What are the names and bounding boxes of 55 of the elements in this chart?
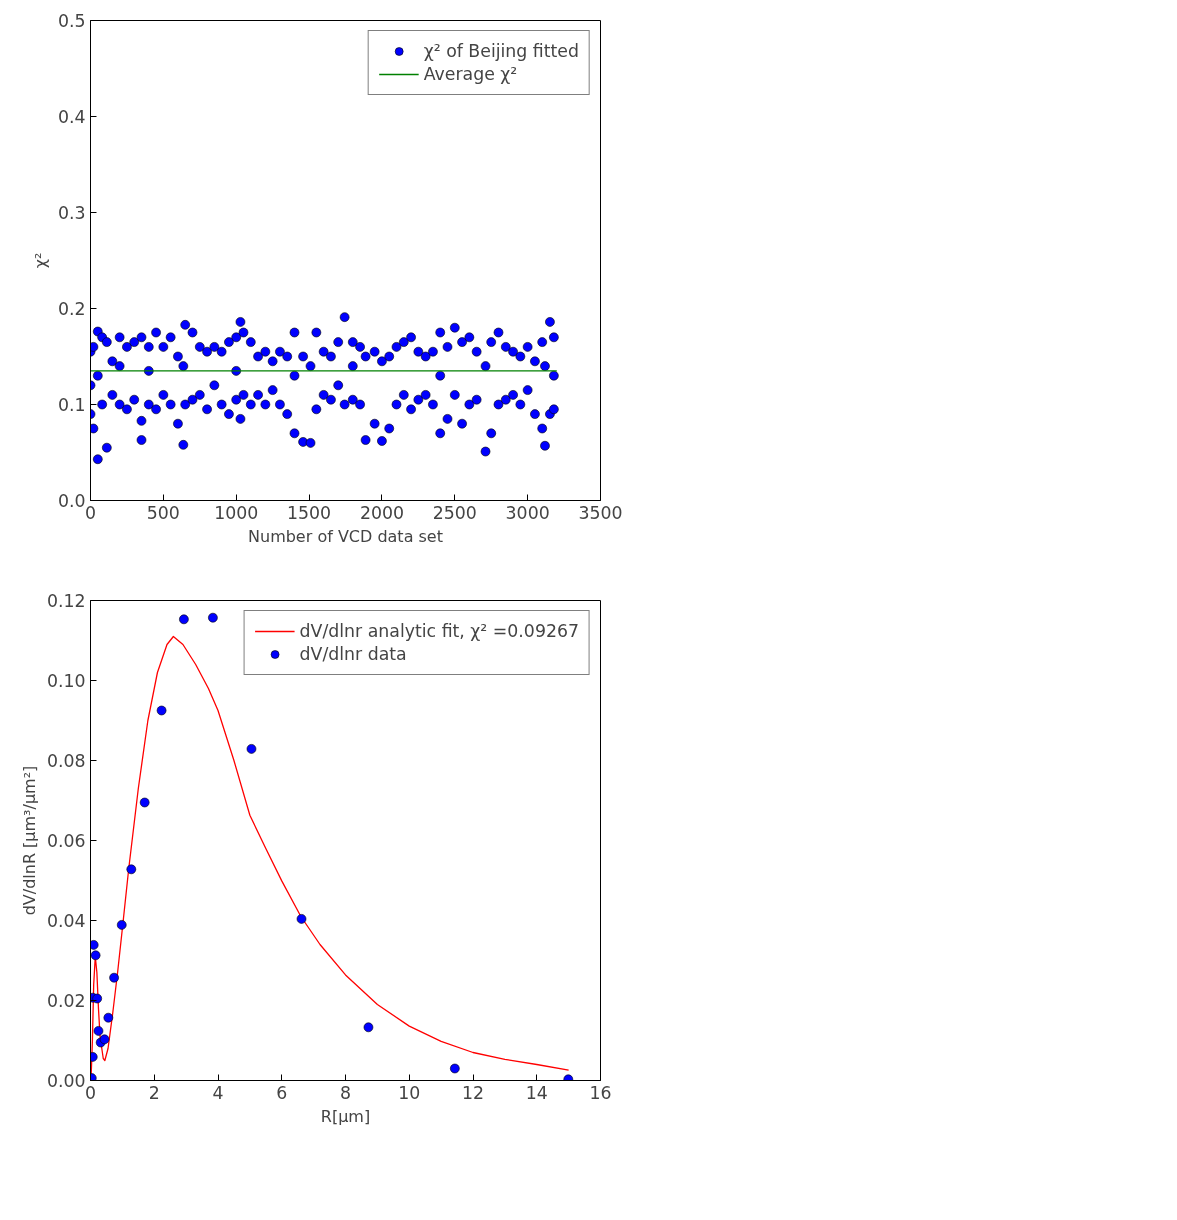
y-tick-label: 0.12 bbox=[46, 591, 86, 611]
x-tick-label: 16 bbox=[589, 1082, 612, 1103]
point bbox=[99, 1034, 110, 1045]
x-tick-label: 10 bbox=[398, 1082, 421, 1103]
x-tick-label: 6 bbox=[276, 1082, 288, 1103]
point bbox=[116, 920, 127, 930]
y-axis-title: dV/dlnR [μm³/μm²] bbox=[19, 765, 39, 916]
point bbox=[126, 864, 137, 875]
legend-label: χ² of Beijing fitted bbox=[423, 41, 579, 61]
x-tick-label: 4 bbox=[212, 1082, 224, 1103]
y-tick-label: 0.04 bbox=[46, 911, 86, 931]
x-tick-label: 0 bbox=[84, 502, 97, 523]
point bbox=[363, 1022, 374, 1033]
y-tick-label: 0.06 bbox=[46, 831, 86, 851]
x-tick-label: 14 bbox=[525, 1082, 548, 1103]
point bbox=[90, 950, 101, 961]
x-tick-label: 2500 bbox=[432, 502, 477, 523]
point bbox=[246, 744, 257, 754]
point bbox=[156, 705, 167, 716]
y-tick-label: 0.5 bbox=[57, 11, 86, 31]
y-tick-label: 0.02 bbox=[46, 991, 86, 1011]
y-tick-label: 0.1 bbox=[57, 395, 86, 415]
point bbox=[179, 614, 189, 625]
y-tick-label: 0.08 bbox=[46, 751, 86, 771]
x-tick-label: 2000 bbox=[359, 502, 404, 523]
point bbox=[90, 940, 99, 950]
legend-label: Average χ² bbox=[423, 64, 518, 84]
x-tick-label: 3000 bbox=[505, 502, 550, 523]
x-tick-label: 12 bbox=[461, 1082, 485, 1103]
point bbox=[109, 972, 119, 983]
x-axis-title: Number of VCD data set bbox=[248, 526, 443, 546]
point bbox=[296, 914, 307, 924]
y-tick-label: 0.00 bbox=[46, 1071, 86, 1091]
point bbox=[93, 1026, 104, 1036]
y-tick-label: 0.2 bbox=[57, 299, 86, 319]
x-tick-label: 3500 bbox=[578, 502, 623, 523]
x-tick-label: 2 bbox=[148, 1082, 160, 1103]
x-tick-label: 1500 bbox=[287, 502, 332, 523]
point bbox=[92, 993, 102, 1004]
y-tick-label: 0.0 bbox=[57, 491, 86, 511]
x-tick-label: 1000 bbox=[214, 502, 259, 523]
x-tick-label: 0 bbox=[84, 1082, 97, 1103]
x-tick-label: 8 bbox=[339, 1082, 352, 1103]
legend-label: dV/dlnr data bbox=[299, 644, 407, 664]
point bbox=[450, 1063, 460, 1074]
y-axis-title: χ² bbox=[30, 252, 50, 269]
point bbox=[103, 1012, 114, 1023]
x-axis-title: R[μm] bbox=[320, 1106, 371, 1126]
y-tick-label: 0.4 bbox=[57, 107, 86, 127]
point bbox=[208, 612, 218, 623]
point bbox=[139, 797, 150, 808]
y-tick-label: 0.10 bbox=[46, 671, 86, 691]
x-tick-label: 500 bbox=[146, 502, 180, 523]
y-tick-label: 0.3 bbox=[57, 203, 86, 223]
legend-label: dV/dlnr analytic fit, χ² =0.09267 bbox=[299, 621, 579, 641]
